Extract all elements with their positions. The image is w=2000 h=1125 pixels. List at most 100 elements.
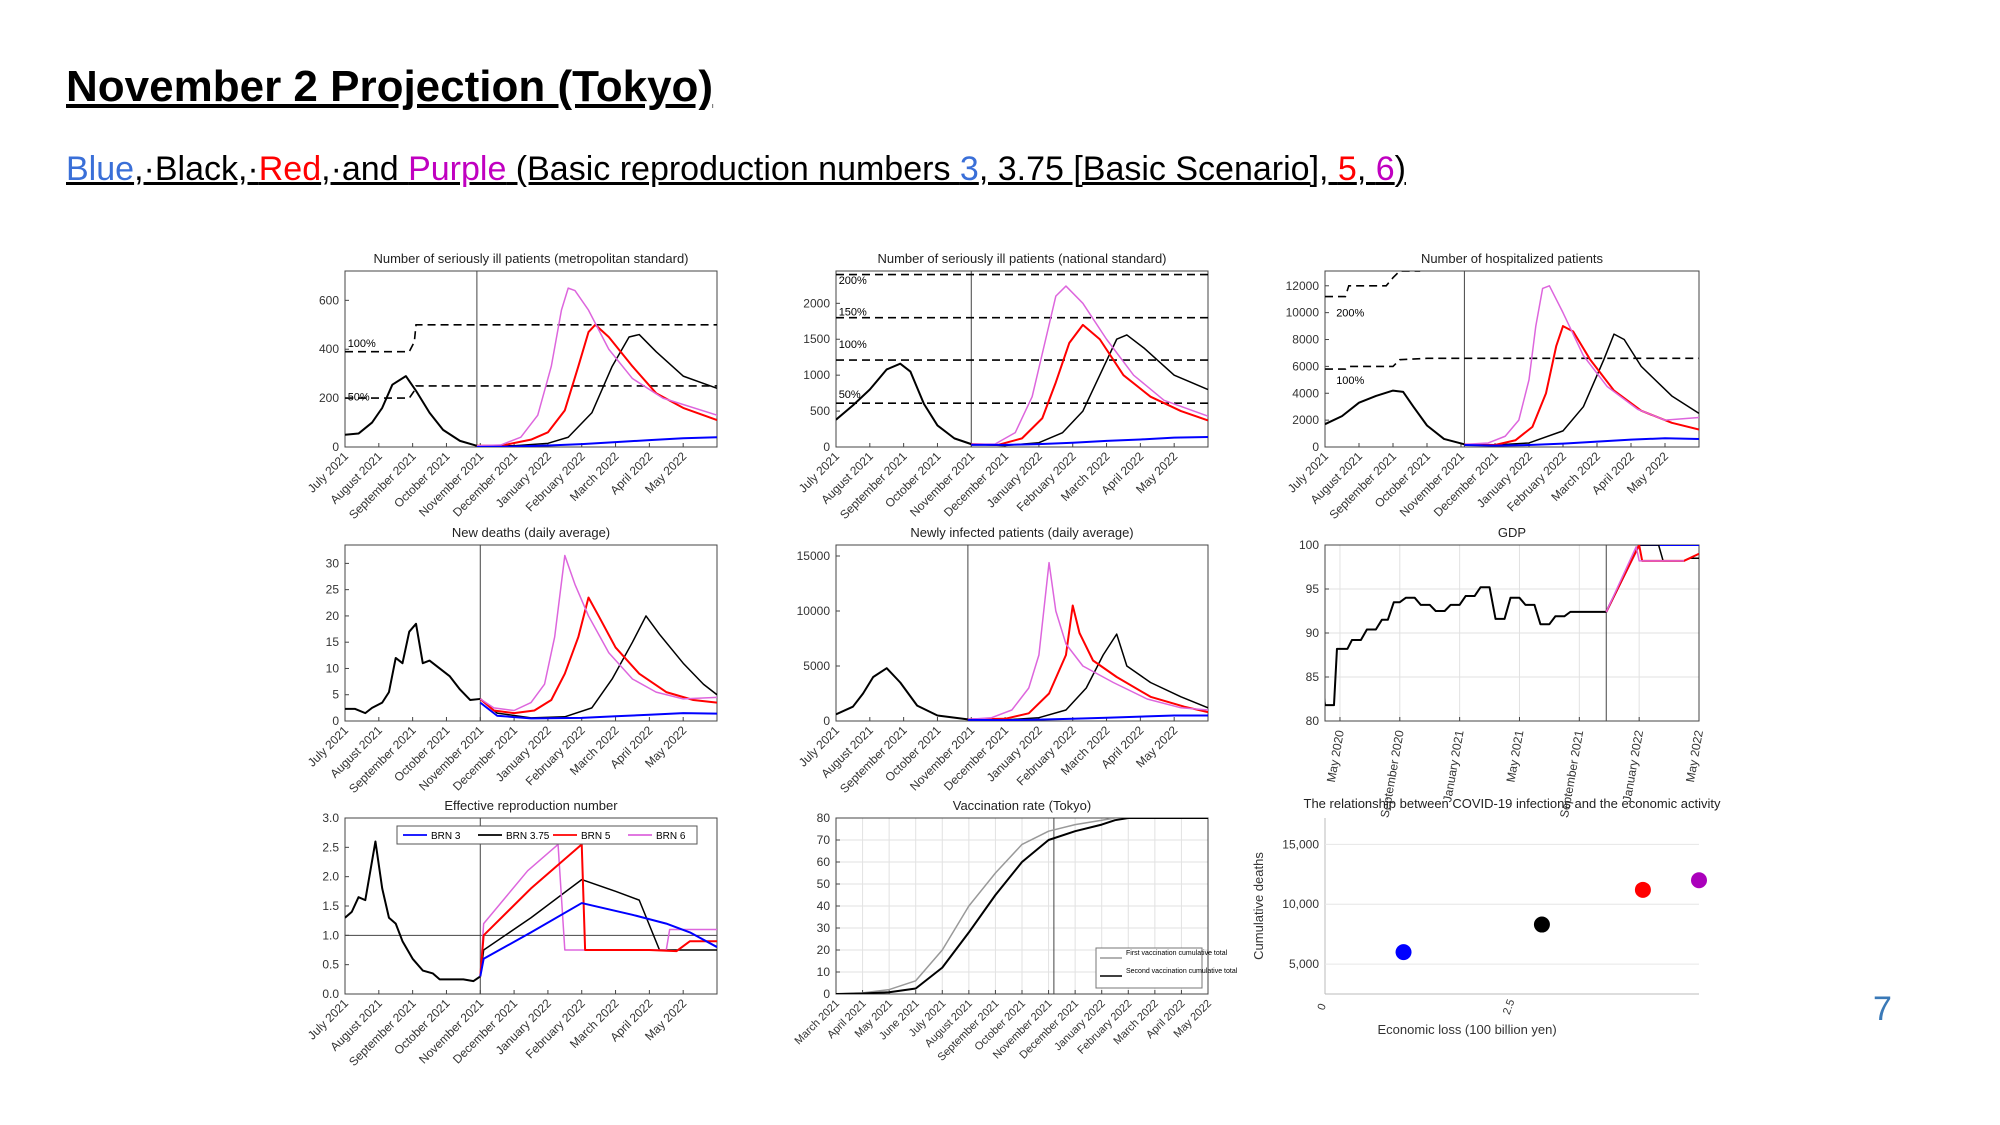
y-tick-label: 50: [817, 877, 831, 891]
series-line: [345, 375, 478, 447]
y-tick-label: 400: [319, 342, 339, 356]
y-axis-label: Cumulative deaths: [1251, 852, 1266, 960]
subtitle-part: ,·and: [321, 150, 409, 188]
y-tick-label: 0: [823, 440, 830, 454]
capacity-label: 100%: [1336, 375, 1364, 387]
chart-title: Effective reproduction number: [444, 798, 618, 813]
x-tick-label: May 2021: [1503, 729, 1526, 784]
legend-label: BRN 3.75: [506, 831, 550, 842]
series-line: [479, 615, 717, 719]
subtitle-part: Blue: [66, 150, 135, 188]
y-tick-label: 25: [326, 583, 340, 597]
y-tick-label: 500: [810, 404, 830, 418]
scatter-point: [1691, 872, 1707, 889]
series-line: [476, 436, 717, 447]
y-tick-label: 100: [1299, 538, 1319, 552]
plot-area: [836, 545, 1208, 721]
capacity-dashed-line: [1325, 357, 1699, 370]
series-line: [836, 362, 972, 446]
plot-area: [345, 271, 717, 447]
capacity-label: 100%: [839, 339, 867, 351]
y-tick-label: 4000: [1292, 386, 1319, 400]
x-tick-label: 0: [1315, 1002, 1328, 1012]
chart-c9: The relationship between COVID-19 infect…: [1251, 796, 1721, 1037]
subtitle-part: ): [1394, 150, 1406, 188]
capacity-label: 50%: [839, 389, 861, 401]
x-tick-label: January 2022: [1620, 729, 1646, 803]
y-tick-label: 15000: [797, 549, 831, 563]
y-tick-label: 1.5: [322, 899, 339, 913]
chart-title: Number of hospitalized patients: [1421, 251, 1604, 266]
plot-frame: [1324, 270, 1700, 448]
y-tick-label: 90: [1306, 626, 1320, 640]
chart-title: Newly infected patients (daily average): [910, 525, 1133, 540]
y-tick-label: 10000: [1286, 306, 1320, 320]
capacity-label: 100%: [348, 338, 376, 350]
series-line: [345, 840, 481, 983]
legend-label: Second vaccination cumulative total: [1126, 968, 1238, 975]
y-tick-label: 3.0: [322, 811, 339, 825]
series-line: [1464, 437, 1699, 447]
slide-subtitle: Blue,·Black,·Red,·and Purple (Basic repr…: [66, 150, 1406, 189]
y-tick-label: 5: [332, 688, 339, 702]
series-line: [479, 843, 717, 977]
y-tick-label: 30: [817, 921, 831, 935]
plot-area: [1325, 271, 1699, 447]
capacity-dashed-line: [345, 323, 717, 353]
legend-label: BRN 5: [581, 831, 611, 842]
y-tick-label: 12000: [1286, 279, 1320, 293]
legend-box: [396, 825, 698, 845]
y-tick-label: 10: [817, 965, 831, 979]
chart-c4: New deaths (daily average)051015202530Ju…: [305, 525, 718, 796]
plot-area: [836, 271, 1208, 447]
y-tick-label: 1.0: [322, 928, 339, 942]
chart-title: Vaccination rate (Tokyo): [953, 798, 1092, 813]
plot-frame: [835, 544, 1209, 722]
series-line: [345, 622, 481, 715]
y-tick-label: 85: [1306, 670, 1320, 684]
y-tick-label: 2000: [803, 296, 830, 310]
series-line: [479, 596, 717, 715]
slide-title: November 2 Projection (Tokyo): [66, 62, 714, 111]
y-tick-label: 0: [1312, 440, 1319, 454]
x-tick-label: 2.5: [1501, 998, 1518, 1016]
plot-area: [345, 818, 717, 994]
y-tick-label: 10: [326, 661, 340, 675]
y-tick-label: 20: [817, 943, 831, 957]
y-tick-label: 30: [326, 556, 340, 570]
y-tick-label: 95: [1306, 582, 1320, 596]
capacity-label: 200%: [1336, 308, 1364, 320]
series-line: [836, 818, 1208, 994]
y-tick-label: 1500: [803, 332, 830, 346]
series-line: [967, 604, 1208, 721]
series-line: [967, 633, 1208, 721]
y-tick-label: 2000: [1292, 413, 1319, 427]
y-tick-label: 60: [817, 855, 831, 869]
series-line: [971, 334, 1208, 447]
chart-title: The relationship between COVID-19 infect…: [1304, 796, 1721, 811]
chart-c7: Effective reproduction number 0.0 0.5 1.0 1.…: [305, 798, 718, 1069]
series-line: [967, 714, 1208, 721]
y-tick-label: 0.0: [322, 987, 339, 1001]
series-line: [479, 878, 717, 977]
x-tick-label: January 2021: [1440, 729, 1466, 803]
y-tick-label: 0: [823, 987, 830, 1001]
chart-title: New deaths (daily average): [452, 525, 610, 540]
scatter-point: [1533, 916, 1550, 933]
capacity-dashed-line: [1325, 271, 1421, 298]
series-line: [1464, 333, 1699, 446]
series-line: [479, 843, 717, 977]
plot-area: [1325, 545, 1699, 721]
y-tick-label: 15: [326, 635, 340, 649]
series-line: [476, 333, 717, 447]
y-tick-label: 70: [817, 833, 831, 847]
series-line: [476, 287, 717, 447]
subtitle-part: 6: [1375, 150, 1395, 188]
chart-c3: Number of hospitalized patients 0 2000 4000…: [1285, 251, 1700, 522]
series-line: [1325, 586, 1607, 707]
scatter-point: [1634, 881, 1651, 898]
series-line: [971, 435, 1208, 446]
y-tick-label: 1000: [803, 368, 830, 382]
y-tick-label: 8000: [1292, 333, 1319, 347]
subtitle-part: 3: [959, 150, 979, 188]
